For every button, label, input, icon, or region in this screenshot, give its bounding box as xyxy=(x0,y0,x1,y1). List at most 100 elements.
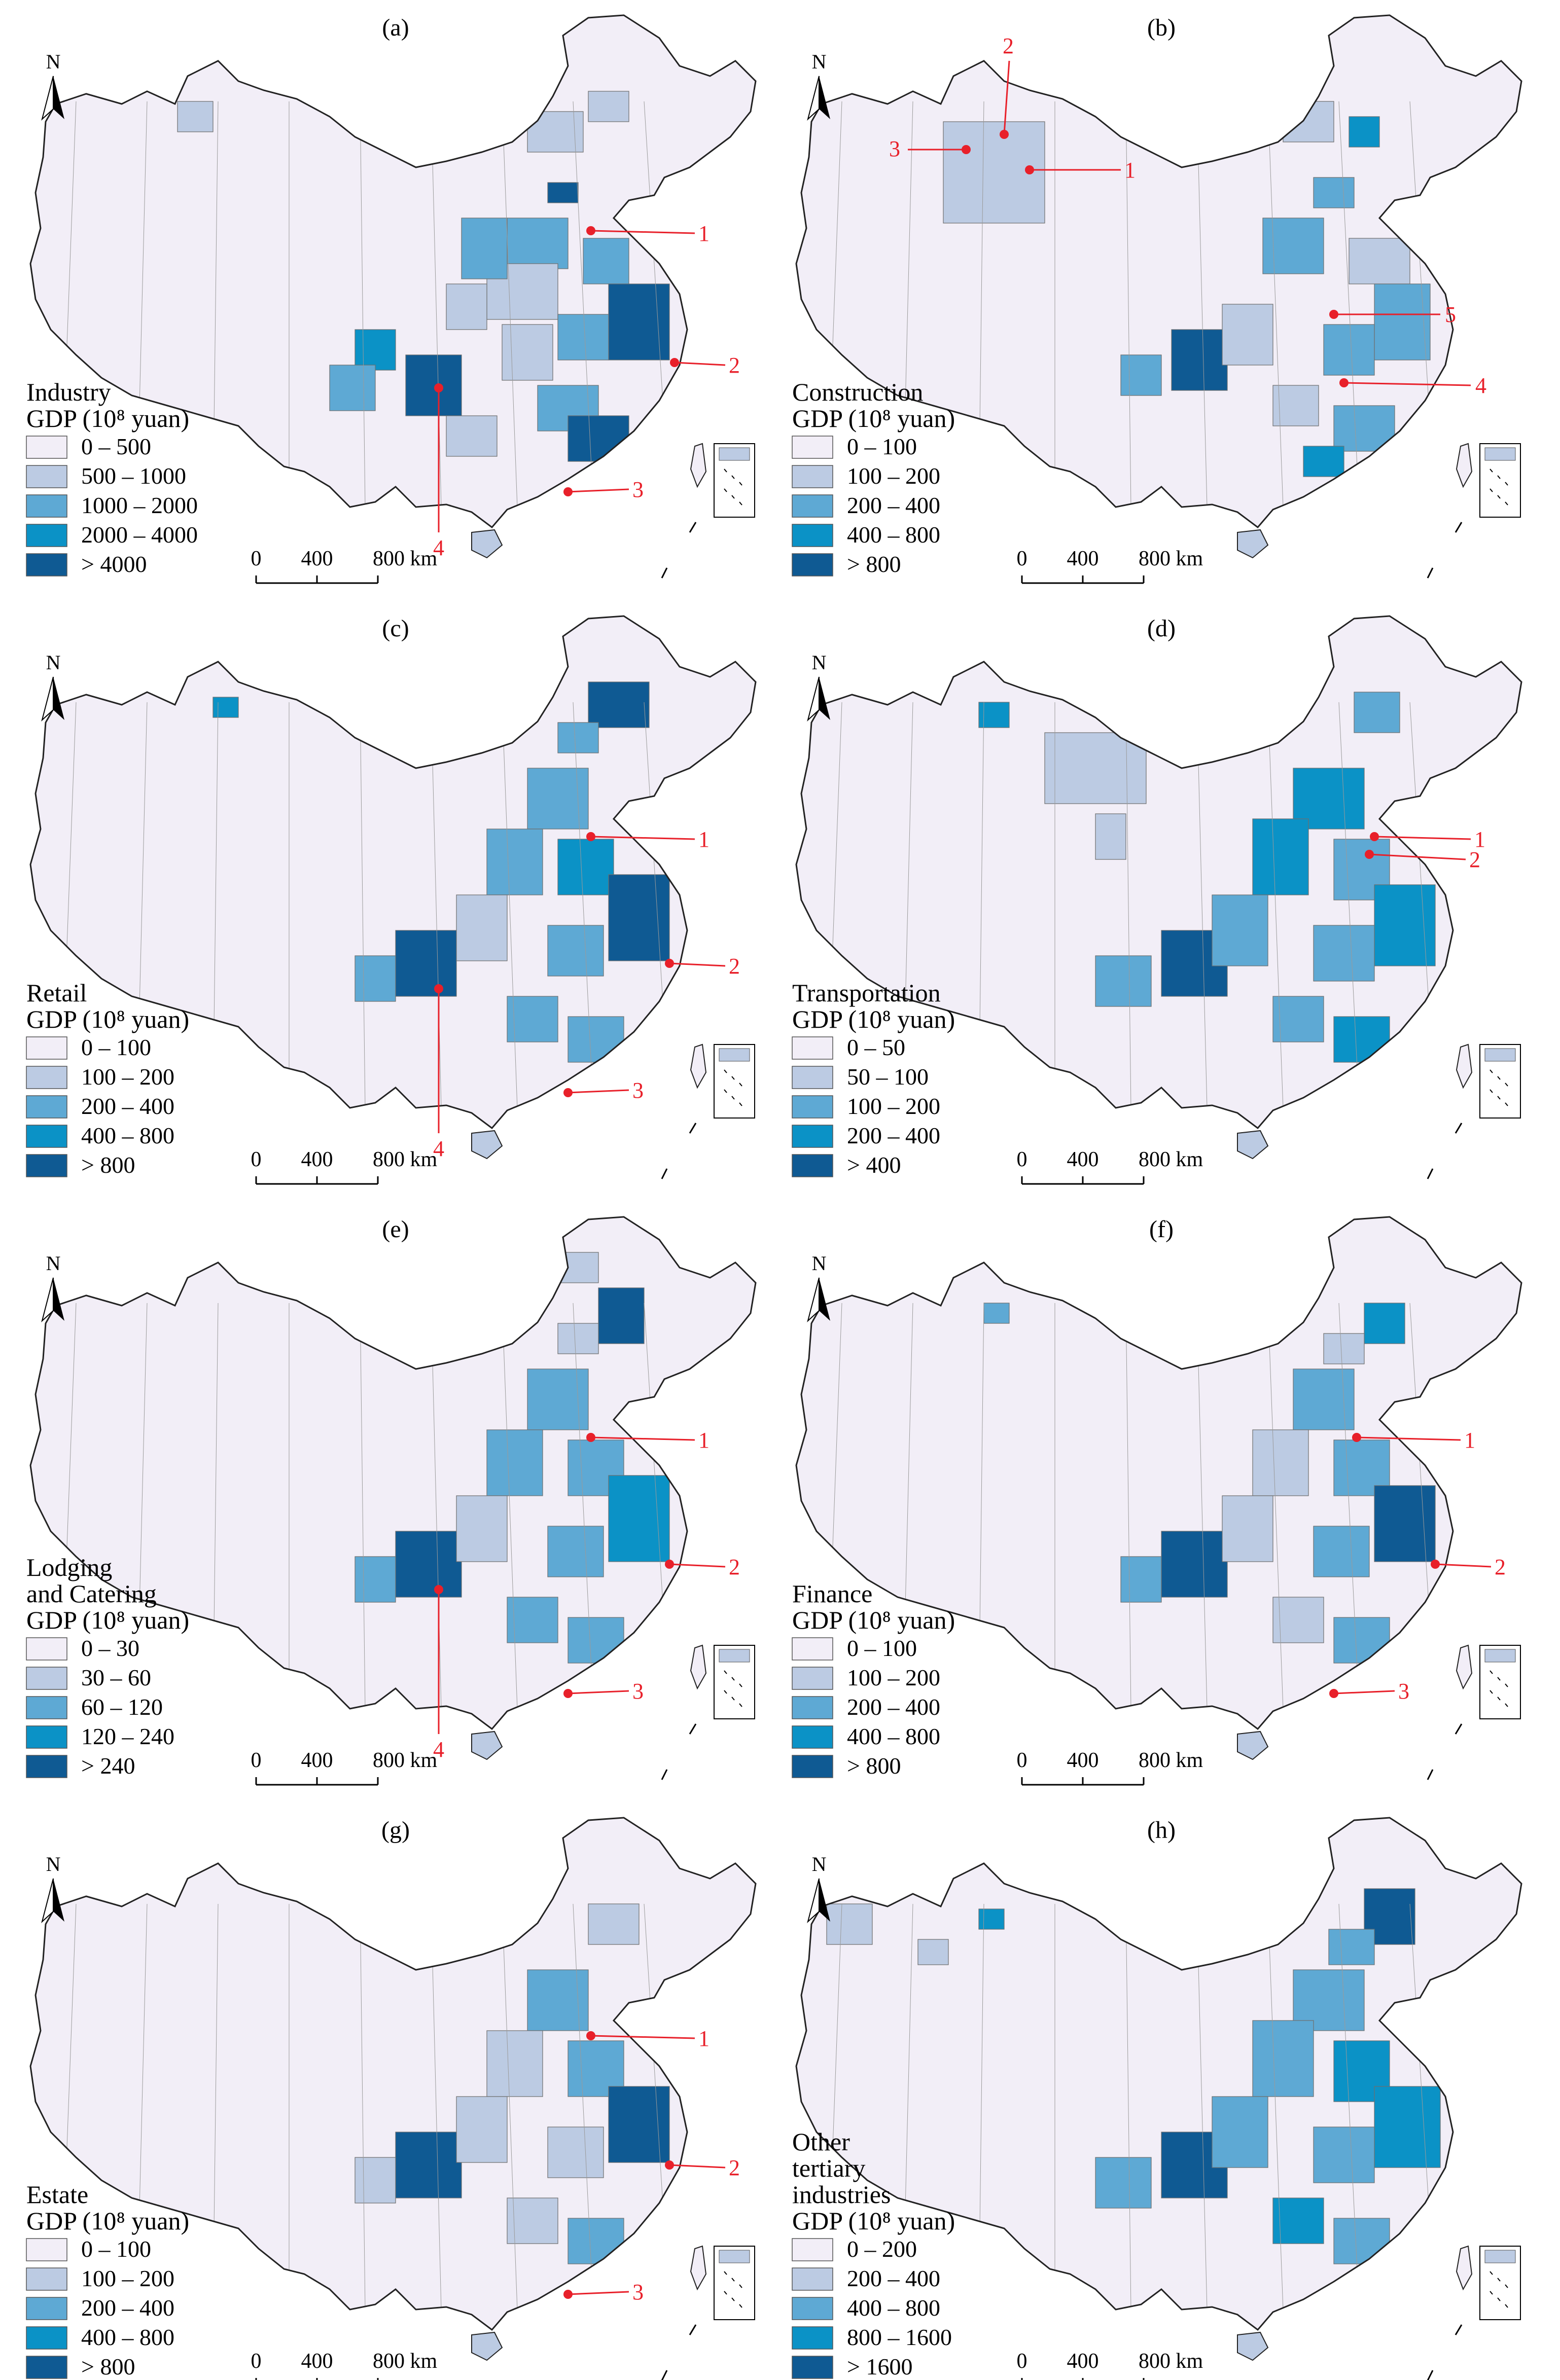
prefecture-region xyxy=(507,2197,558,2244)
callout-line xyxy=(568,2291,629,2295)
inset-dash xyxy=(724,468,727,473)
callout-number: 5 xyxy=(1445,302,1456,327)
prefecture-region xyxy=(633,430,675,467)
north-arrow-right xyxy=(819,76,830,119)
inset-dash xyxy=(1497,2278,1501,2282)
legend-swatch xyxy=(26,2356,67,2379)
scale-label: 0 xyxy=(1017,1749,1027,1772)
region-layer xyxy=(826,1888,1441,2310)
inset-dash xyxy=(1490,488,1493,492)
inset-dash xyxy=(1490,1069,1493,1073)
scale-label: 0 xyxy=(251,1749,262,1772)
legend-swatch xyxy=(792,1154,833,1177)
province-boundary xyxy=(1338,101,1360,508)
callout-number: 2 xyxy=(729,353,740,378)
scale-bar: 0 400 800 km xyxy=(251,1749,438,1786)
province-boundary xyxy=(1267,1303,1284,1709)
callout-line xyxy=(568,488,629,493)
panel-label: (f) xyxy=(1149,1216,1174,1243)
legend-swatch xyxy=(26,494,67,518)
callout-line xyxy=(1369,853,1466,860)
country-outline xyxy=(29,1216,757,1730)
prefecture-region xyxy=(943,121,1045,224)
legend-swatch xyxy=(26,1125,67,1148)
callout-line xyxy=(1333,1690,1395,1694)
scale-label: 400 xyxy=(301,1749,333,1772)
legend-label: > 1600 xyxy=(847,2354,912,2379)
legend-title-line: Estate xyxy=(26,2180,88,2209)
prefecture-region xyxy=(354,955,396,1002)
north-arrow-icon: N xyxy=(807,651,830,722)
prefecture-region xyxy=(1374,283,1431,360)
hainan-island xyxy=(1237,529,1269,559)
prefecture-region xyxy=(456,894,508,961)
prefecture-region xyxy=(547,2126,604,2178)
legend-title-line: tertiary xyxy=(792,2154,865,2182)
inset-dash xyxy=(1497,495,1501,499)
prefecture-region xyxy=(547,182,579,203)
legend-swatch xyxy=(26,1066,67,1089)
scale-bar: 0 400 800 km xyxy=(251,1148,438,1185)
prefecture-region xyxy=(608,874,670,961)
boundary-dash xyxy=(689,1123,697,1134)
inset-dash xyxy=(1505,2304,1508,2308)
callout-dot xyxy=(1000,130,1009,139)
region-layer xyxy=(826,101,1436,508)
callout-4: 4 xyxy=(433,1585,444,1762)
prefecture-region xyxy=(329,365,376,411)
north-label: N xyxy=(46,1853,61,1876)
north-arrow-right xyxy=(819,677,830,720)
scale-label: 800 km xyxy=(373,1749,438,1772)
prefecture-region xyxy=(1364,1888,1415,1945)
inset-dash xyxy=(739,2304,742,2308)
prefecture-region xyxy=(1374,1485,1436,1562)
callout-dot xyxy=(962,145,971,154)
legend-title-line: GDP (10⁸ yuan) xyxy=(792,1005,955,1033)
legend-swatch xyxy=(26,436,67,459)
prefecture-region xyxy=(583,238,629,284)
callout-number: 1 xyxy=(1124,158,1136,183)
legend-swatch xyxy=(792,2267,833,2291)
callout-2: 2 xyxy=(1000,33,1014,139)
province-boundary xyxy=(573,702,594,1108)
prefecture-region xyxy=(1374,2086,1441,2168)
inset-dash xyxy=(1505,1683,1508,1687)
scale-label: 800 km xyxy=(1139,2350,1203,2373)
north-arrow-icon: N xyxy=(807,50,830,121)
province-boundary xyxy=(502,1903,518,2310)
north-label: N xyxy=(812,1252,827,1275)
legend-label: > 400 xyxy=(847,1152,901,1178)
north-arrow-right xyxy=(819,1879,830,1922)
legend-swatch xyxy=(26,2326,67,2350)
prefecture-region xyxy=(1364,1303,1405,1344)
legend-label: > 800 xyxy=(81,2354,135,2379)
prefecture-region xyxy=(633,2238,670,2275)
north-arrow-icon: N xyxy=(41,1853,64,1923)
prefecture-region xyxy=(557,1323,599,1354)
legend-label: 0 – 100 xyxy=(81,2236,151,2262)
inset-coast xyxy=(1484,1649,1516,1663)
legend-title-line: Other xyxy=(792,2127,850,2156)
prefecture-region xyxy=(1252,2020,1314,2097)
legend-swatch xyxy=(26,1036,67,1060)
prefecture-region xyxy=(983,1303,1010,1324)
callout-line xyxy=(568,1089,629,1094)
scale-label: 800 km xyxy=(1139,1148,1203,1171)
callout-line xyxy=(669,1563,726,1568)
prefecture-region xyxy=(507,1597,558,1643)
callout-dot xyxy=(1431,1560,1440,1569)
inset-dash xyxy=(1497,1096,1501,1100)
legend-label: 100 – 200 xyxy=(81,1064,174,1090)
legend-label: 500 – 1000 xyxy=(81,463,186,489)
callout-dot xyxy=(1025,165,1034,174)
country-outline xyxy=(29,615,757,1130)
prefecture-region xyxy=(1333,1016,1390,1063)
taiwan-island xyxy=(690,1644,707,1690)
callout-5: 5 xyxy=(1329,302,1456,327)
inset-dash xyxy=(1497,1697,1501,1701)
prefecture-region xyxy=(1212,894,1268,966)
boundary-dash xyxy=(689,1723,697,1735)
